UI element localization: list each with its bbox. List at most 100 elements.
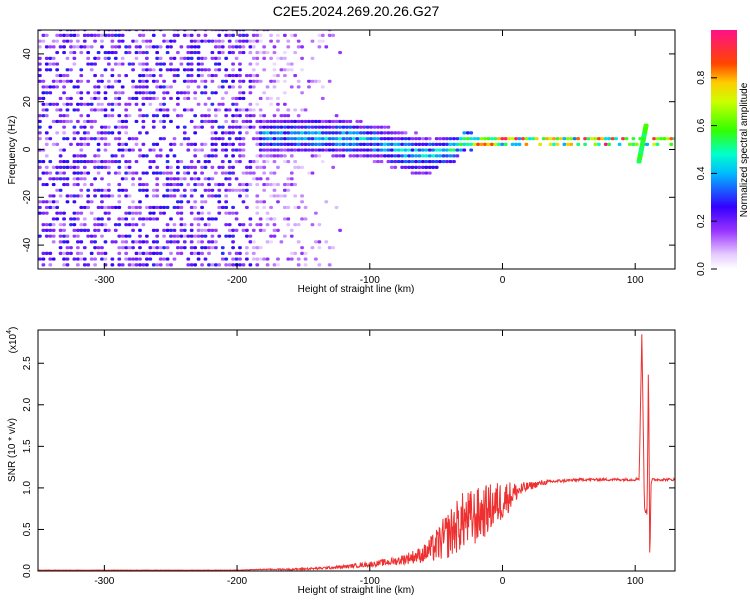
spectrogram-cell [141,102,146,106]
spectrogram-cell [55,131,60,135]
spectrogram-cell [179,160,184,164]
spectrogram-cell [248,62,253,66]
spectrogram-cell [424,137,429,141]
spectrogram-cell [186,85,191,89]
spectrogram-cell [141,33,146,37]
spectrogram-cell [345,119,349,124]
spectrogram-cell [200,234,204,238]
spectrogram-cell [103,223,108,227]
spectrogram-cell [552,137,556,141]
spectrogram-cell [179,91,184,95]
spectrogram-cell [151,171,156,175]
spectrogram-cell [210,131,215,135]
spectrogram-cell [131,177,135,181]
spectrogram-cell [289,142,294,146]
spectrogram-cell [369,154,373,158]
spectrogram-cell [58,148,63,152]
spectrogram-cell [496,137,501,141]
spectrogram-cell [293,131,298,135]
spectrogram-cell [155,205,160,210]
spectrogram-cell [65,165,70,169]
spectrogram-cell [251,39,256,43]
spectrogram-cell [186,62,191,66]
spectrogram-cell [55,217,60,221]
spectrogram-cell [44,234,49,238]
spectrogram-cell [138,246,142,250]
spectrogram-cell [400,160,405,164]
spectrogram-cell [545,137,549,141]
spectrogram-cell [79,194,84,198]
spectrogram-cell [214,194,218,198]
spectrogram-cell [217,33,222,37]
spectrogram-cell [127,205,132,210]
spectrogram-cell [103,108,108,112]
spectrogram-cell [196,217,201,221]
spectrogram-cell [182,125,187,129]
spectrogram-cell [200,251,204,255]
y-tick-label: 1.5 [22,439,33,453]
spectrogram-cell [124,188,129,192]
spectrogram-cell [293,119,298,124]
spectrogram-cell [131,217,135,221]
spectrogram-cell [483,142,487,146]
spectrogram-cell [341,119,346,124]
spectrogram-cell [569,142,574,146]
spectrogram-cell [131,39,135,43]
spectrogram-cell [51,45,56,49]
spectrogram-cell [196,125,201,129]
spectrogram-cell [272,119,277,124]
spectrogram-cell [103,251,108,255]
spectrogram-cell [320,85,325,89]
spectrogram-cell [310,148,315,152]
spectrogram-cell [93,154,97,158]
spectrogram-cell [283,183,287,187]
spectrogram-cell [286,188,291,192]
spectrogram-cell [200,183,204,187]
spectrogram-cell [55,102,60,106]
spectrogram-cell [69,246,73,250]
spectrogram-cell [410,171,415,175]
spectrogram-cell [48,177,53,181]
spectrogram-cell [127,96,132,101]
spectrogram-cell [107,131,111,135]
spectrogram-cell [103,125,108,129]
spectrogram-cell [69,119,73,124]
spectrogram-cell [51,62,56,66]
spectrogram-cell [55,51,60,55]
spectrogram-cell [76,39,80,43]
spectrogram-cell [293,125,298,129]
spectrogram-cell [120,234,125,238]
spectrogram-cell [138,234,142,238]
spectrogram-cell [203,114,208,118]
spectrogram-cell [389,160,394,164]
spectrogram-cell [58,74,63,78]
spectrogram-cell [272,154,277,158]
spectrogram-cell [303,108,308,112]
spectrogram-cell [307,137,311,141]
spectrogram-cell [324,240,329,244]
spectrogram-cell [76,79,80,83]
spectrogram-cell [276,228,280,232]
spectrogram-cell [314,142,318,146]
spectrogram-cell [72,51,77,55]
spectrogram-cell [300,217,304,221]
spectrogram-cell [200,74,204,78]
spectrogram-cell [179,142,184,146]
spectrogram-cell [48,194,53,198]
spectrogram-cell [86,119,91,124]
spectrogram-cell [58,246,63,250]
spectrogram-cell [393,148,398,152]
colorbar-label: Normalized spectral amplitude [739,82,750,217]
spectrogram-cell [113,160,118,164]
spectrogram-cell [358,148,363,152]
spectrogram-cell [238,74,242,78]
spectrogram-cell [224,205,229,210]
spectrogram-cell [272,194,277,198]
spectrogram-cell [76,234,80,238]
spectrogram-cell [307,119,311,124]
spectrogram-cell [110,85,115,89]
spectrogram-cell [231,74,235,78]
spectrogram-cell [269,183,273,187]
spectrogram-cell [362,154,367,158]
